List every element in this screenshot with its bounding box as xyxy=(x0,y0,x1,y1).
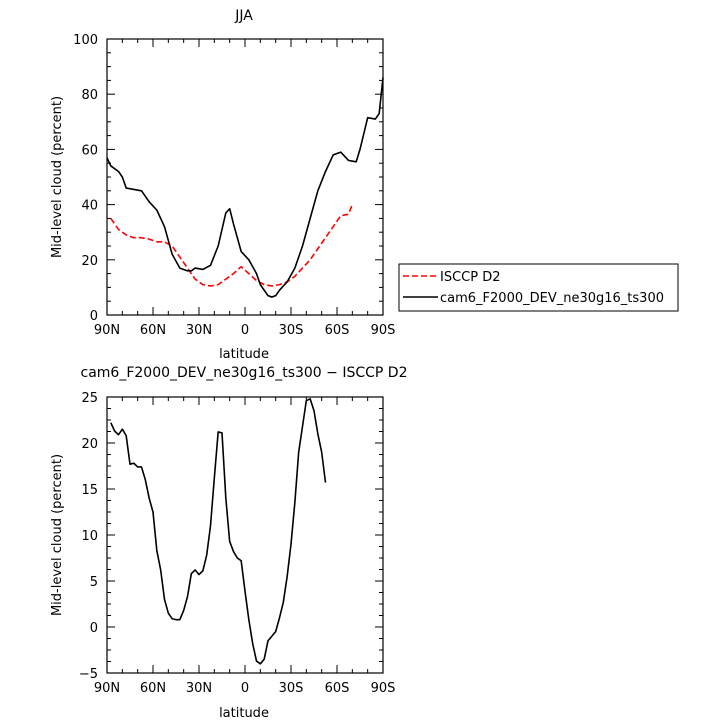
bottom-chart-series xyxy=(110,398,327,665)
bottom-plot-frame xyxy=(106,396,384,674)
bottom-xtick-label: 30N xyxy=(186,681,212,696)
legend-label-cam6: cam6_F2000_DEV_ne30g16_ts300 xyxy=(440,291,664,306)
top-chart-legend: ISCCP D2 cam6_F2000_DEV_ne30g16_ts300 xyxy=(398,263,679,312)
top-xtick-label: 30S xyxy=(279,323,304,338)
top-xtick-label: 90N xyxy=(94,323,120,338)
bottom-chart-title: cam6_F2000_DEV_ne30g16_ts300 − ISCCP D2 xyxy=(81,365,408,381)
bottom-chart: cam6_F2000_DEV_ne30g16_ts300 − ISCCP D2 … xyxy=(50,365,408,721)
top-xtick-label: 60S xyxy=(325,323,350,338)
bottom-xtick-label: 30S xyxy=(279,681,304,696)
top-ytick-label: 100 xyxy=(73,33,98,48)
bottom-chart-ylabel: Mid-level cloud (percent) xyxy=(50,454,65,616)
bottom-ytick-label: 25 xyxy=(81,391,98,406)
bottom-chart-xlabel: latitude xyxy=(219,706,269,721)
legend-box xyxy=(398,263,679,312)
top-ytick-label: 0 xyxy=(90,309,98,324)
top-xtick-label: 60N xyxy=(140,323,166,338)
bottom-xtick-label: 60S xyxy=(325,681,350,696)
top-chart-frame xyxy=(106,38,384,316)
top-ytick-label: 80 xyxy=(81,88,98,103)
top-series-line-2 xyxy=(106,77,384,298)
bottom-series-line-1 xyxy=(110,398,327,665)
bottom-ytick-label: 20 xyxy=(81,437,98,452)
bottom-ytick-label: 5 xyxy=(90,575,98,590)
bottom-xtick-label: 60N xyxy=(140,681,166,696)
bottom-chart-ticks: 90N 60N 30N 0 30S 60S 90S −5 0 5 10 15 20 25 xyxy=(79,391,396,696)
top-chart-ticks: 90N 60N 30N 0 30S 60S 90S 0 20 40 60 80 100 xyxy=(73,33,395,338)
top-series-line-1 xyxy=(110,204,354,287)
bottom-chart-frame xyxy=(106,396,384,674)
top-chart-series xyxy=(106,77,384,298)
top-chart-xlabel: latitude xyxy=(219,347,269,362)
top-ytick-label: 20 xyxy=(81,254,98,269)
bottom-ytick-label: 10 xyxy=(81,529,98,544)
bottom-xtick-label: 0 xyxy=(241,681,249,696)
top-xtick-label: 90S xyxy=(371,323,396,338)
bottom-ytick-label: 0 xyxy=(90,621,98,636)
top-chart: JJA 90N 60N 30N 0 30S 60S 90S 0 20 40 60 80 100 Mid-… xyxy=(50,8,395,362)
bottom-ytick-label: 15 xyxy=(81,483,98,498)
top-xtick-label: 0 xyxy=(241,323,249,338)
top-chart-title: JJA xyxy=(234,8,253,24)
top-chart-ylabel: Mid-level cloud (percent) xyxy=(50,96,65,258)
top-ytick-label: 40 xyxy=(81,199,98,214)
bottom-xtick-label: 90N xyxy=(94,681,120,696)
legend-label-isccp: ISCCP D2 xyxy=(440,270,501,285)
top-ytick-label: 60 xyxy=(81,143,98,158)
top-xtick-label: 30N xyxy=(186,323,212,338)
bottom-xtick-label: 90S xyxy=(371,681,396,696)
bottom-ytick-label: −5 xyxy=(79,667,98,682)
top-plot-frame xyxy=(106,38,384,316)
